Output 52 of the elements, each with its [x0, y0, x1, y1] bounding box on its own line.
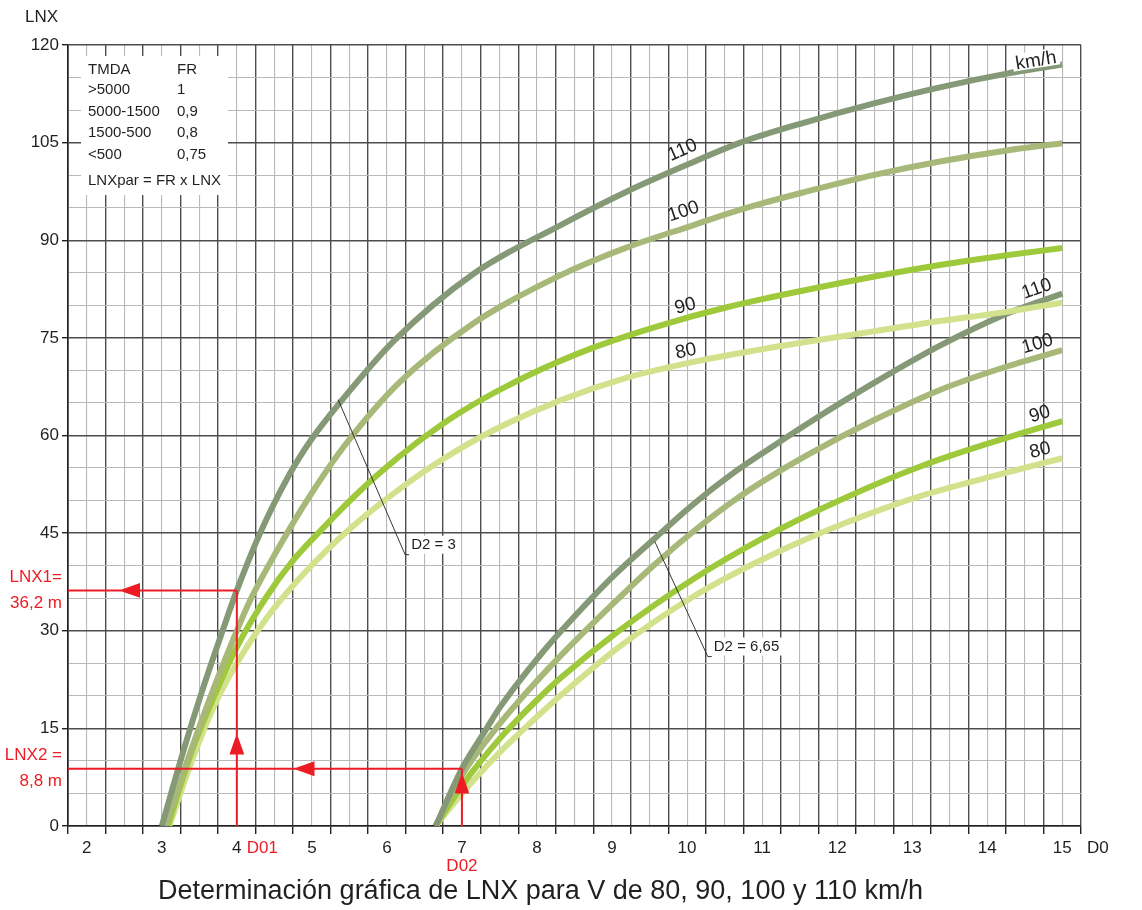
text: 80: [673, 337, 699, 363]
annotation: 1: [177, 80, 186, 98]
text: 80: [1027, 436, 1053, 463]
annotation: 5000-1500: [88, 102, 160, 120]
x-tick-label: 14: [977, 837, 997, 857]
y-tick-label: 75: [40, 327, 59, 347]
text: 110: [664, 133, 701, 165]
annotation: TMDA: [88, 60, 131, 78]
x-axis-title: D0: [1087, 837, 1109, 857]
y-axis-title: LNX: [25, 6, 59, 26]
x-tick-label: 3: [157, 837, 167, 857]
x-tick-label: 5: [307, 837, 317, 857]
annotation: FR: [177, 60, 198, 78]
y-tick-label: 15: [40, 718, 59, 738]
x-tick-label: 4: [232, 837, 242, 857]
annotation: 0,75: [177, 145, 207, 163]
annotation: 1500-500: [88, 123, 152, 141]
ref-line-label: LNX2 = 8,8 m: [4, 745, 63, 791]
y-tick-label: 120: [30, 34, 59, 54]
x-tick-label: 15: [1052, 837, 1072, 857]
x-tick-label: 10: [677, 837, 697, 857]
annotation: LNXpar = FR x LNX: [88, 171, 221, 189]
y-tick-label: 0: [49, 815, 59, 835]
y-tick-label: 105: [30, 132, 59, 152]
annotation: 0,8: [177, 123, 198, 141]
text: 110: [1018, 272, 1055, 303]
annotation: D2 = 3: [411, 534, 456, 552]
x-tick-label: 13: [902, 837, 922, 857]
y-tick-label: 90: [40, 229, 59, 249]
text: 100: [1019, 328, 1056, 358]
x-tick-label: 9: [607, 837, 617, 857]
ref-line-label: D01: [246, 837, 279, 857]
x-tick-label: 8: [532, 837, 542, 857]
x-tick-label: 12: [827, 837, 847, 857]
ref-line-label: LNX1= 36,2 m: [9, 567, 63, 613]
annotation: D2 = 6,65: [713, 636, 780, 654]
series-label: D02: [446, 855, 478, 875]
x-tick-label: 11: [753, 837, 771, 857]
annotation: 0,9: [177, 102, 198, 120]
x-tick-label: 7: [457, 837, 467, 857]
y-tick-label: 45: [40, 522, 59, 542]
annotation: <500: [88, 145, 122, 163]
y-tick-label: 60: [40, 425, 59, 445]
text: 100: [664, 195, 702, 226]
text: Determinación gráfica de LNX para V de 80, 90, 100 y 110 km/h: [158, 875, 923, 906]
annotation: km/h: [1013, 46, 1058, 74]
x-tick-label: 6: [382, 837, 392, 857]
text: 90: [672, 292, 699, 318]
annotation: >5000: [88, 80, 131, 98]
text: 90: [1026, 400, 1053, 427]
x-tick-label: 2: [82, 837, 92, 857]
y-tick-label: 30: [40, 620, 59, 640]
